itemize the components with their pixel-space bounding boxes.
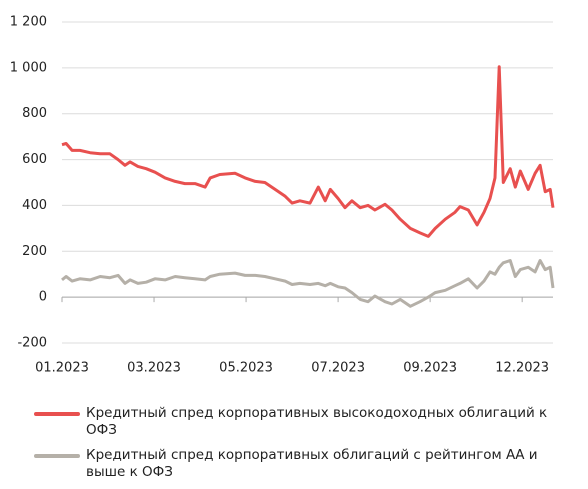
y-tick-label: 600	[22, 152, 47, 167]
legend: Кредитный спред корпоративных высокодохо…	[34, 405, 574, 489]
y-tick-label: 1 000	[10, 60, 47, 75]
legend-item: Кредитный спред корпоративных высокодохо…	[34, 405, 574, 439]
y-tick-label: -200	[17, 336, 47, 351]
y-tick-label: 200	[22, 244, 47, 259]
y-tick-label: 0	[39, 290, 47, 305]
legend-swatch	[34, 412, 80, 416]
series-line	[61, 259, 555, 308]
y-tick-label: 400	[22, 198, 47, 213]
y-tick-label: 1 200	[10, 15, 47, 30]
legend-item: Кредитный спред корпоративных облигаций …	[34, 447, 574, 481]
x-tick-label: 03.2023	[127, 361, 181, 376]
x-tick-label: 12.2023	[495, 361, 549, 376]
x-tick-label: 09.2023	[403, 361, 457, 376]
legend-swatch	[34, 454, 80, 458]
x-tick-label: 05.2023	[219, 361, 273, 376]
x-tick-label: 01.2023	[35, 361, 89, 376]
legend-label: Кредитный спред корпоративных высокодохо…	[86, 405, 548, 438]
legend-label: Кредитный спред корпоративных облигаций …	[86, 447, 538, 480]
page: {"chart_data": {"type": "line", "x": [0,…	[9, 14, 555, 480]
x-tick-label: 07.2023	[311, 361, 365, 376]
chart: -200 0 200 400 600 800 1 000 1 200 01.2023 03.202…	[10, 15, 555, 376]
series-line	[61, 65, 555, 238]
y-tick-label: 800	[22, 106, 47, 121]
